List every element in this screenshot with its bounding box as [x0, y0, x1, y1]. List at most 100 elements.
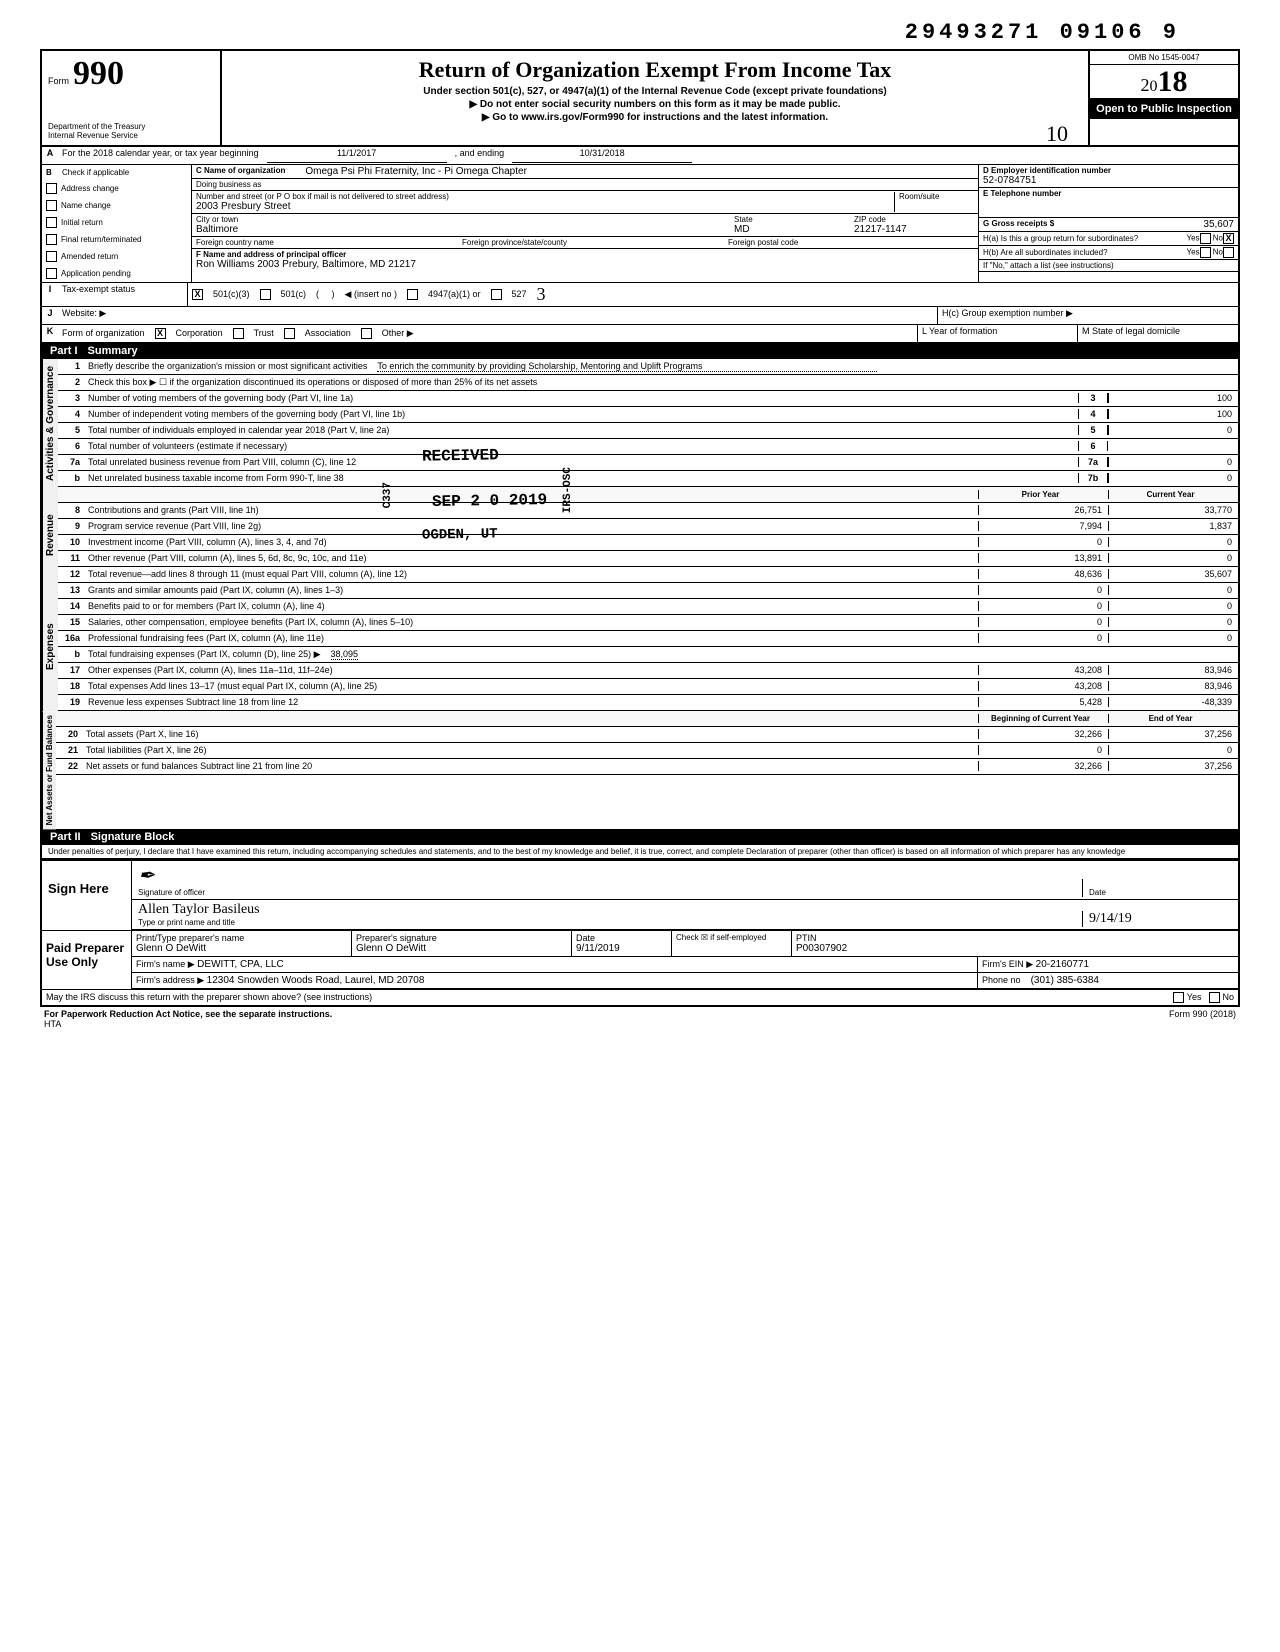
street-label: Number and street (or P O box if mail is…: [196, 192, 449, 201]
open-inspection: Open to Public Inspection: [1090, 99, 1238, 119]
typed-name-label: Type or print name and title: [138, 918, 235, 927]
insert-no: ◀ (insert no ): [345, 289, 397, 300]
opt-527: 527: [512, 289, 527, 299]
line-a: A For the 2018 calendar year, or tax yea…: [42, 147, 1238, 165]
checkbox-4947[interactable]: [407, 289, 418, 300]
firm-name: DEWITT, CPA, LLC: [197, 959, 284, 970]
line-i: I Tax-exempt status X501(c)(3) 501(c) ( …: [42, 283, 1238, 307]
checkbox-hb-no[interactable]: [1223, 247, 1234, 258]
part-1-num: Part I: [50, 345, 88, 357]
summary-line: 15Salaries, other compensation, employee…: [58, 615, 1238, 631]
checkbox-501c[interactable]: [260, 289, 271, 300]
current-year-header: Current Year: [1108, 490, 1238, 499]
label-g: G Gross receipts $: [983, 219, 1054, 230]
typed-name-value: Allen Taylor Basileus: [138, 902, 260, 917]
checkbox-amended[interactable]: [46, 251, 57, 262]
summary-line: bTotal fundraising expenses (Part IX, co…: [58, 647, 1238, 663]
summary-line: 13Grants and similar amounts paid (Part …: [58, 583, 1238, 599]
check-final-return: Final return/terminated: [61, 235, 141, 244]
tax-year-end: 10/31/2018: [512, 148, 692, 163]
label-c: C Name of organization: [196, 166, 285, 175]
checkbox-corp[interactable]: X: [155, 328, 166, 339]
opt-501c: 501(c): [281, 289, 307, 299]
subtitle-1: Under section 501(c), 527, or 4947(a)(1)…: [232, 85, 1078, 98]
ha-no: No: [1213, 233, 1223, 242]
handwritten-10: 10: [1046, 121, 1068, 147]
foreign-postal-label: Foreign postal code: [728, 238, 974, 247]
form-org-label: Form of organization: [62, 328, 145, 338]
firm-name-label: Firm's name ▶: [136, 959, 195, 969]
h-note: If "No," attach a list (see instructions…: [979, 260, 1238, 272]
opt-trust: Trust: [254, 328, 274, 338]
line-k: K Form of organization X Corporation Trus…: [42, 325, 1238, 343]
checkbox-ha-yes[interactable]: [1200, 233, 1211, 244]
sig-officer-label: Signature of officer: [138, 888, 205, 897]
check-initial-return: Initial return: [61, 218, 103, 227]
check-address-change: Address change: [61, 184, 119, 193]
checkbox-hb-yes[interactable]: [1200, 247, 1211, 258]
checkbox-501c3[interactable]: X: [192, 289, 203, 300]
line-a-mid: , and ending: [455, 148, 505, 163]
firm-ein: 20-2160771: [1036, 959, 1089, 970]
checkbox-other[interactable]: [361, 328, 372, 339]
h-a-label: H(a) Is this a group return for subordin…: [983, 234, 1138, 243]
checkbox-name-change[interactable]: [46, 200, 57, 211]
website-label: Website: ▶: [58, 307, 938, 324]
dept-irs: Internal Revenue Service: [48, 132, 214, 141]
check-amended: Amended return: [61, 252, 118, 261]
summary-line: 10Investment income (Part VIII, column (…: [58, 535, 1238, 551]
summary-line: 5Total number of individuals employed in…: [58, 423, 1238, 439]
discuss-yes: Yes: [1187, 992, 1202, 1002]
line-2-text: Check this box ▶ ☐ if the organization d…: [86, 376, 1238, 389]
year-formation: L Year of formation: [918, 325, 1078, 342]
prior-year-header: Prior Year: [978, 490, 1108, 499]
checkbox-initial-return[interactable]: [46, 217, 57, 228]
h-b-label: H(b) Are all subordinates included?: [983, 248, 1108, 257]
prep-check-label: Check ☒ if self-employed: [672, 931, 792, 956]
ptin-label: PTIN: [796, 933, 817, 943]
checkbox-discuss-no[interactable]: [1209, 992, 1220, 1003]
checkbox-ha-no[interactable]: X: [1223, 233, 1234, 244]
summary-line: 8Contributions and grants (Part VIII, li…: [58, 503, 1238, 519]
boy-header: Beginning of Current Year: [978, 714, 1108, 723]
prep-sig: Glenn O DeWitt: [356, 943, 426, 954]
checkbox-pending[interactable]: [46, 268, 57, 279]
state-value: MD: [734, 224, 750, 235]
label-f: F Name and address of principal officer: [196, 250, 346, 259]
checkbox-527[interactable]: [491, 289, 502, 300]
summary-line: 3Number of voting members of the governi…: [58, 391, 1238, 407]
summary-line: 12Total revenue—add lines 8 through 11 (…: [58, 567, 1238, 583]
prep-name: Glenn O DeWitt: [136, 943, 206, 954]
summary-line: 4Number of independent voting members of…: [58, 407, 1238, 423]
label-k: K: [42, 325, 58, 342]
paid-preparer-label: Paid Preparer Use Only: [42, 931, 132, 989]
label-j: J: [42, 307, 58, 324]
label-e: E Telephone number: [983, 189, 1062, 198]
officer-signature: ✒︎: [138, 865, 155, 887]
ein-value: 52-0784751: [983, 175, 1036, 186]
city-value: Baltimore: [196, 224, 238, 235]
signature-block: Sign Here ✒︎ Signature of officer Date A…: [42, 859, 1238, 930]
summary-line: 19Revenue less expenses Subtract line 18…: [58, 695, 1238, 711]
sig-date-value: 9/14/19: [1089, 911, 1132, 926]
subtitle-3: ▶ Go to www.irs.gov/Form990 for instruct…: [232, 111, 1078, 124]
phone-value: (301) 385-6384: [1031, 975, 1099, 986]
tax-year-begin: 11/1/2017: [267, 148, 447, 163]
prep-date: 9/11/2019: [576, 943, 620, 954]
checkbox-trust[interactable]: [233, 328, 244, 339]
eoy-header: End of Year: [1108, 714, 1238, 723]
summary-line: 20Total assets (Part X, line 16)32,26637…: [56, 727, 1238, 743]
summary-line: 22Net assets or fund balances Subtract l…: [56, 759, 1238, 775]
summary-line: bNet unrelated business taxable income f…: [58, 471, 1238, 487]
form-header: Form 990 Department of the Treasury Inte…: [42, 51, 1238, 147]
foreign-prov-label: Foreign province/state/county: [462, 238, 708, 247]
checkbox-assoc[interactable]: [284, 328, 295, 339]
firm-addr: 12304 Snowden Woods Road, Laurel, MD 207…: [207, 975, 425, 986]
vlabel-governance: Activities & Governance: [42, 359, 58, 487]
opt-corp: Corporation: [176, 328, 223, 338]
vlabel-netassets: Net Assets or Fund Balances: [42, 711, 56, 829]
ptin-value: P00307902: [796, 943, 847, 954]
checkbox-discuss-yes[interactable]: [1173, 992, 1184, 1003]
checkbox-final-return[interactable]: [46, 234, 57, 245]
checkbox-address-change[interactable]: [46, 183, 57, 194]
